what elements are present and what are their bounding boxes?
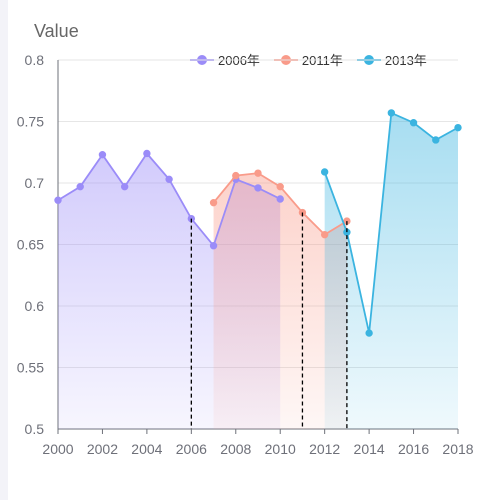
data-point — [165, 175, 173, 184]
data-point — [254, 169, 262, 177]
x-tick-label: 2008 — [220, 441, 251, 457]
data-point — [320, 168, 329, 176]
data-point — [320, 230, 329, 239]
left-edge-strip — [0, 0, 8, 500]
x-tick-label: 2012 — [309, 441, 340, 457]
data-point — [54, 196, 62, 204]
y-tick-label: 0.7 — [25, 175, 45, 191]
data-point — [209, 242, 218, 250]
x-tick-label: 2014 — [354, 441, 385, 457]
data-point — [120, 182, 129, 191]
series-area-2013年 — [324, 112, 458, 429]
y-tick-label: 0.8 — [25, 52, 45, 68]
data-point — [276, 195, 284, 203]
x-tick-label: 2010 — [265, 441, 296, 457]
y-tick-label: 0.55 — [17, 360, 44, 376]
data-point — [432, 136, 440, 144]
data-point — [209, 198, 218, 207]
x-tick-label: 2004 — [131, 441, 162, 457]
data-point — [409, 119, 418, 127]
data-point — [454, 123, 462, 132]
data-point — [98, 151, 107, 159]
x-tick-label: 2006 — [176, 441, 207, 457]
x-tick-label: 2016 — [398, 441, 429, 457]
y-tick-label: 0.5 — [25, 421, 45, 437]
data-point — [76, 182, 84, 191]
x-tick-label: 2018 — [442, 441, 473, 457]
data-point — [143, 149, 151, 158]
y-axis-title: Value — [34, 21, 79, 41]
y-tick-label: 0.75 — [17, 114, 44, 130]
data-point — [232, 171, 240, 180]
x-tick-label: 2000 — [42, 441, 73, 457]
data-point — [276, 182, 284, 191]
y-tick-label: 0.65 — [17, 237, 44, 253]
data-point — [387, 109, 396, 117]
series-area-2011年 — [213, 173, 347, 429]
data-point — [254, 184, 262, 192]
data-point — [365, 329, 373, 337]
x-tick-label: 2002 — [87, 441, 118, 457]
y-tick-label: 0.6 — [25, 298, 45, 314]
